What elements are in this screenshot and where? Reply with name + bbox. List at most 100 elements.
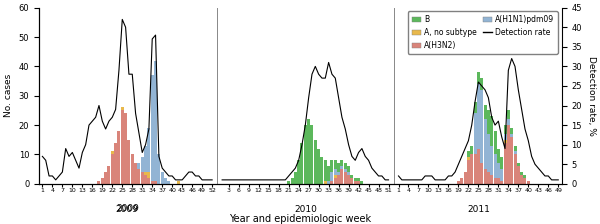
Bar (148, 172, 151, 178)
Bar (510, 134, 513, 137)
Bar (118, 131, 121, 184)
Bar (357, 181, 360, 184)
Bar (297, 160, 300, 184)
Bar (331, 160, 334, 172)
Bar (520, 172, 523, 175)
Bar (480, 163, 483, 184)
Text: 2010: 2010 (294, 205, 317, 214)
Bar (487, 172, 490, 184)
Bar (514, 146, 517, 151)
Bar (347, 166, 350, 172)
Bar (97, 181, 100, 184)
Bar (324, 181, 327, 184)
Bar (294, 172, 297, 184)
Bar (344, 169, 347, 172)
Bar (340, 166, 343, 169)
Bar (503, 143, 506, 184)
Bar (357, 178, 360, 181)
Bar (500, 181, 503, 184)
Bar (490, 146, 493, 175)
Bar (527, 181, 530, 184)
Bar (500, 169, 503, 181)
Bar (517, 166, 520, 184)
Bar (497, 149, 500, 163)
Bar (307, 119, 310, 184)
Bar (121, 108, 124, 110)
Bar (473, 102, 476, 113)
Bar (327, 166, 330, 181)
Bar (310, 125, 313, 184)
Bar (487, 134, 490, 172)
Bar (497, 163, 500, 178)
Bar (487, 110, 490, 134)
Bar (331, 172, 334, 181)
Bar (464, 172, 467, 184)
Bar (157, 154, 160, 184)
Bar (137, 169, 140, 184)
Bar (457, 181, 460, 184)
Bar (350, 178, 353, 184)
Bar (514, 154, 517, 184)
Bar (337, 175, 340, 184)
Bar (497, 178, 500, 184)
Bar (494, 178, 497, 184)
Bar (334, 175, 337, 178)
Bar (507, 125, 510, 184)
Legend: B, A, no subtype, A(H3N2), A(H1N1)pdm09, Detection rate: B, A, no subtype, A(H3N2), A(H1N1)pdm09,… (408, 11, 558, 54)
Bar (340, 160, 343, 166)
Bar (503, 125, 506, 134)
Bar (107, 166, 110, 184)
Bar (484, 169, 487, 184)
Bar (354, 181, 357, 184)
Bar (347, 172, 350, 175)
Bar (484, 105, 487, 119)
Bar (151, 75, 154, 181)
Bar (301, 143, 304, 184)
Bar (141, 157, 144, 172)
Bar (473, 154, 476, 184)
Bar (523, 175, 526, 178)
Bar (507, 110, 510, 119)
Bar (334, 169, 337, 175)
Bar (350, 175, 353, 178)
Bar (320, 157, 323, 184)
Bar (134, 163, 137, 184)
Bar (114, 143, 117, 184)
Bar (460, 178, 463, 184)
Bar (473, 113, 476, 154)
Bar (514, 151, 517, 154)
Bar (101, 178, 104, 184)
Bar (484, 119, 487, 169)
Bar (331, 181, 334, 184)
Bar (161, 172, 164, 184)
Bar (334, 160, 337, 169)
Bar (347, 175, 350, 184)
Bar (334, 178, 337, 184)
Bar (361, 181, 364, 184)
Bar (510, 128, 513, 134)
Bar (480, 90, 483, 163)
Bar (467, 151, 470, 157)
Bar (317, 149, 320, 184)
Bar (124, 113, 127, 184)
Bar (287, 181, 290, 184)
Bar (480, 78, 483, 90)
Bar (154, 181, 157, 184)
Bar (503, 140, 506, 143)
Bar (510, 137, 513, 184)
Bar (494, 131, 497, 154)
Bar (131, 154, 134, 184)
Bar (167, 181, 170, 184)
Bar (344, 172, 347, 184)
Text: 2009: 2009 (116, 205, 139, 214)
Bar (337, 172, 340, 175)
Bar (494, 154, 497, 178)
Bar (304, 125, 307, 184)
Bar (104, 172, 107, 184)
Bar (490, 116, 493, 146)
Bar (503, 134, 506, 140)
Bar (477, 72, 480, 84)
Bar (344, 163, 347, 169)
Bar (164, 178, 167, 184)
Text: 2011: 2011 (467, 205, 490, 214)
